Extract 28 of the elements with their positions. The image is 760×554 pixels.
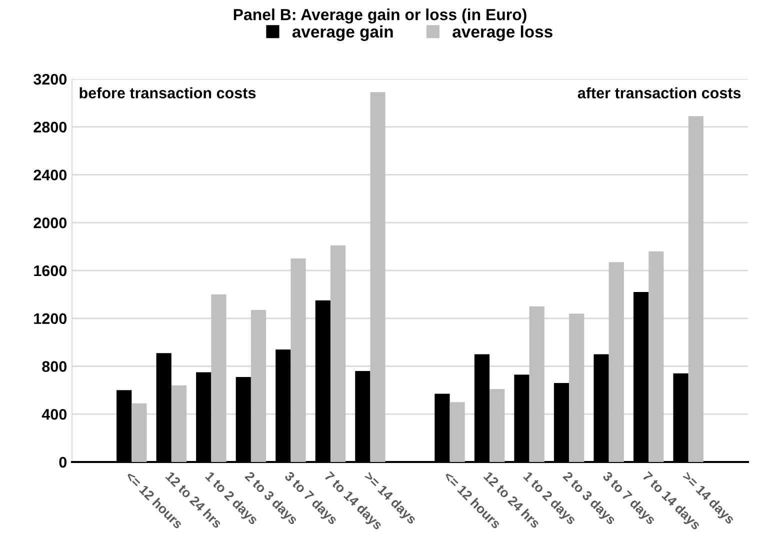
- bar: [370, 92, 386, 462]
- y-tick-label: 0: [59, 456, 67, 468]
- bar: [569, 314, 584, 462]
- annotation: before transaction costs: [80, 87, 256, 98]
- legend-label: average loss: [452, 25, 552, 42]
- bar: [450, 402, 465, 462]
- y-tick-label: 2800: [34, 122, 67, 133]
- bar: [688, 116, 704, 462]
- bar: [648, 251, 664, 462]
- bar: [250, 310, 266, 462]
- bar: [171, 385, 187, 462]
- y-tick-label: 2000: [34, 217, 67, 228]
- y-tick-label: 2400: [34, 170, 67, 180]
- annotation: after transaction costs: [578, 87, 741, 98]
- chart-title: Panel B: Average gain or loss (in Euro): [234, 8, 526, 24]
- bar: [211, 294, 226, 462]
- y-tick-label: 800: [42, 361, 67, 372]
- bar: [529, 306, 544, 462]
- y-tick-label: 3200: [34, 74, 67, 85]
- bar: [290, 258, 306, 462]
- y-tick-label: 400: [42, 408, 67, 420]
- y-tick-label: 1200: [34, 313, 67, 324]
- bar: [330, 245, 346, 462]
- bar: [132, 403, 147, 462]
- bar: [608, 262, 624, 462]
- y-tick-label: 1600: [34, 265, 67, 276]
- bar: [490, 388, 505, 462]
- legend-label: average gain: [292, 25, 393, 42]
